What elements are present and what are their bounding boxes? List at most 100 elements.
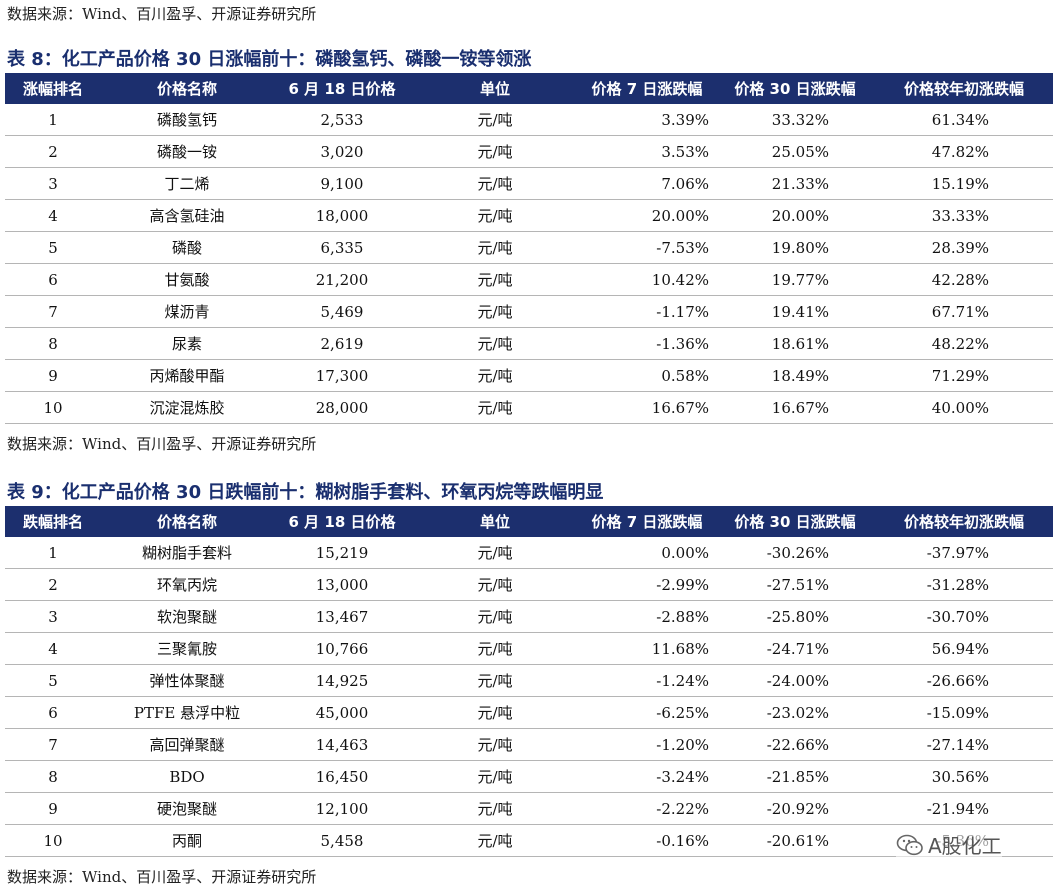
cell-price: 2,533 xyxy=(273,104,411,136)
cell-change-30d: 19.77% xyxy=(715,263,875,296)
table9-body: 1 糊树脂手套料 15,219 元/吨 0.00% -30.26% -37.97% 2 环氧丙烷… xyxy=(5,537,1053,857)
cell-unit: 元/吨 xyxy=(411,664,579,697)
cell-rank: 1 xyxy=(5,104,101,136)
table-row: 8 BDO 16,450 元/吨 -3.24% -21.85% 30.56% xyxy=(5,760,1053,793)
cell-unit: 元/吨 xyxy=(411,728,579,761)
table-row: 4 三聚氰胺 10,766 元/吨 11.68% -24.71% 56.94% xyxy=(5,632,1053,665)
table-row: 6 甘氨酸 21,200 元/吨 10.42% 19.77% 42.28% xyxy=(5,263,1053,296)
cell-name: PTFE 悬浮中粒 xyxy=(101,696,273,729)
table8-header-name: 价格名称 xyxy=(101,73,273,104)
cell-name: 软泡聚醚 xyxy=(101,600,273,633)
table-row: 8 尿素 2,619 元/吨 -1.36% 18.61% 48.22% xyxy=(5,327,1053,360)
table-row: 10 沉淀混炼胶 28,000 元/吨 16.67% 16.67% 40.00% xyxy=(5,391,1053,424)
cell-change-7d: -1.24% xyxy=(579,664,715,697)
cell-change-30d: -30.26% xyxy=(715,537,875,569)
table-row: 3 软泡聚醚 13,467 元/吨 -2.88% -25.80% -30.70% xyxy=(5,600,1053,633)
cell-change-7d: 11.68% xyxy=(579,632,715,665)
cell-name: 环氧丙烷 xyxy=(101,568,273,601)
table8-header-unit: 单位 xyxy=(411,73,579,104)
cell-change-30d: -22.66% xyxy=(715,728,875,761)
table8-caption: 表 8：化工产品价格 30 日涨幅前十：磷酸氢钙、磷酸一铵等领涨 xyxy=(7,49,532,70)
table9-header-row: 跌幅排名 价格名称 6 月 18 日价格 单位 价格 7 日涨跌幅 价格 30 … xyxy=(5,506,1053,537)
cell-rank: 1 xyxy=(5,537,101,569)
cell-change-30d: -23.02% xyxy=(715,696,875,729)
table8-header-30d: 价格 30 日涨跌幅 xyxy=(715,73,875,104)
cell-change-7d: -1.17% xyxy=(579,295,715,328)
cell-change-7d: -6.25% xyxy=(579,696,715,729)
table9: 跌幅排名 价格名称 6 月 18 日价格 单位 价格 7 日涨跌幅 价格 30 … xyxy=(5,506,1053,857)
cell-change-7d: 0.00% xyxy=(579,537,715,569)
cell-name: 丁二烯 xyxy=(101,167,273,200)
cell-price: 5,469 xyxy=(273,295,411,328)
cell-change-ytd: -27.14% xyxy=(875,728,1053,761)
cell-unit: 元/吨 xyxy=(411,760,579,793)
table8-header-7d: 价格 7 日涨跌幅 xyxy=(579,73,715,104)
cell-change-30d: 20.00% xyxy=(715,199,875,232)
cell-name: 甘氨酸 xyxy=(101,263,273,296)
cell-price: 14,925 xyxy=(273,664,411,697)
cell-change-30d: 19.41% xyxy=(715,295,875,328)
table-row: 7 高回弹聚醚 14,463 元/吨 -1.20% -22.66% -27.14% xyxy=(5,728,1053,761)
table-row: 9 丙烯酸甲酯 17,300 元/吨 0.58% 18.49% 71.29% xyxy=(5,359,1053,392)
table8-header-price: 6 月 18 日价格 xyxy=(273,73,411,104)
cell-name: 糊树脂手套料 xyxy=(101,537,273,569)
cell-change-ytd: -31.28% xyxy=(875,568,1053,601)
cell-price: 17,300 xyxy=(273,359,411,392)
cell-change-ytd: 71.29% xyxy=(875,359,1053,392)
cell-change-ytd: 40.00% xyxy=(875,391,1053,424)
cell-change-ytd: 28.39% xyxy=(875,231,1053,264)
cell-rank: 2 xyxy=(5,135,101,168)
cell-change-30d: -27.51% xyxy=(715,568,875,601)
cell-unit: 元/吨 xyxy=(411,568,579,601)
cell-change-ytd: 47.82% xyxy=(875,135,1053,168)
cell-change-ytd: 42.28% xyxy=(875,263,1053,296)
cell-change-ytd: -26.66% xyxy=(875,664,1053,697)
cell-change-30d: -21.85% xyxy=(715,760,875,793)
cell-change-ytd: 30.56% xyxy=(875,760,1053,793)
cell-change-ytd: 67.71% xyxy=(875,295,1053,328)
cell-price: 9,100 xyxy=(273,167,411,200)
cell-rank: 8 xyxy=(5,760,101,793)
table9-header-7d: 价格 7 日涨跌幅 xyxy=(579,506,715,537)
watermark: A股化工 xyxy=(896,830,1002,859)
cell-unit: 元/吨 xyxy=(411,295,579,328)
cell-rank: 8 xyxy=(5,327,101,360)
cell-change-ytd: -15.09% xyxy=(875,696,1053,729)
cell-unit: 元/吨 xyxy=(411,135,579,168)
cell-unit: 元/吨 xyxy=(411,824,579,857)
cell-unit: 元/吨 xyxy=(411,359,579,392)
table-row: 1 磷酸氢钙 2,533 元/吨 3.39% 33.32% 61.34% xyxy=(5,104,1053,136)
cell-name: BDO xyxy=(101,760,273,793)
cell-price: 45,000 xyxy=(273,696,411,729)
cell-rank: 9 xyxy=(5,359,101,392)
table8-header-rank: 涨幅排名 xyxy=(5,73,101,104)
cell-price: 21,200 xyxy=(273,263,411,296)
cell-rank: 5 xyxy=(5,664,101,697)
cell-change-7d: -2.22% xyxy=(579,792,715,825)
cell-change-30d: 18.61% xyxy=(715,327,875,360)
cell-name: 丙烯酸甲酯 xyxy=(101,359,273,392)
cell-price: 16,450 xyxy=(273,760,411,793)
table9-header-name: 价格名称 xyxy=(101,506,273,537)
cell-change-ytd: 48.22% xyxy=(875,327,1053,360)
cell-change-7d: -3.24% xyxy=(579,760,715,793)
cell-price: 14,463 xyxy=(273,728,411,761)
cell-unit: 元/吨 xyxy=(411,632,579,665)
cell-change-30d: -24.00% xyxy=(715,664,875,697)
cell-change-7d: 10.42% xyxy=(579,263,715,296)
cell-unit: 元/吨 xyxy=(411,231,579,264)
table-row: 6 PTFE 悬浮中粒 45,000 元/吨 -6.25% -23.02% -15.09% xyxy=(5,696,1053,729)
cell-change-30d: 16.67% xyxy=(715,391,875,424)
cell-change-7d: -1.20% xyxy=(579,728,715,761)
cell-change-7d: -2.88% xyxy=(579,600,715,633)
top-source-note: 数据来源：Wind、百川盈孚、开源证券研究所 xyxy=(7,5,317,23)
cell-change-ytd: 15.19% xyxy=(875,167,1053,200)
cell-rank: 6 xyxy=(5,696,101,729)
cell-price: 6,335 xyxy=(273,231,411,264)
cell-change-ytd: -37.97% xyxy=(875,537,1053,569)
cell-name: 磷酸一铵 xyxy=(101,135,273,168)
table8-source-note: 数据来源：Wind、百川盈孚、开源证券研究所 xyxy=(7,435,317,453)
cell-price: 15,219 xyxy=(273,537,411,569)
cell-name: 尿素 xyxy=(101,327,273,360)
cell-name: 丙酮 xyxy=(101,824,273,857)
